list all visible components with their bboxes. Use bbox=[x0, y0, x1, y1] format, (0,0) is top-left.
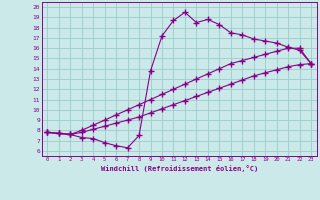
X-axis label: Windchill (Refroidissement éolien,°C): Windchill (Refroidissement éolien,°C) bbox=[100, 165, 258, 172]
